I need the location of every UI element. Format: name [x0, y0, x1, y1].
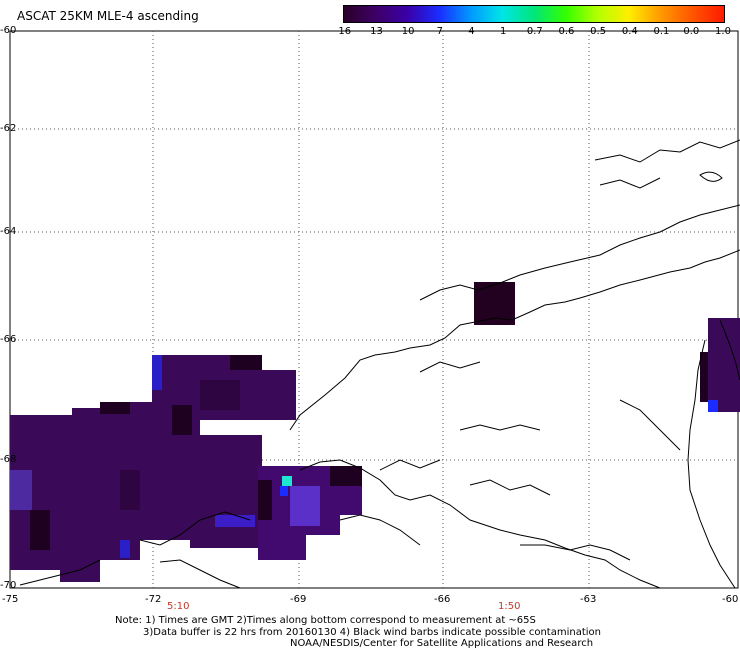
colorbar-gradient: [344, 6, 724, 22]
graticule: [10, 31, 738, 588]
swath-texture: [10, 352, 718, 558]
lon-label: -63: [580, 594, 597, 605]
lat-label: -66: [0, 334, 17, 345]
lat-label: -64: [0, 226, 17, 237]
lon-label: -60: [722, 594, 739, 605]
note-line-2: 3)Data buffer is 22 hrs from 20160130 4)…: [143, 627, 601, 638]
note-line-3: NOAA/NESDIS/Center for Satellite Applica…: [290, 638, 594, 649]
lat-label: -68: [0, 454, 17, 465]
lon-label: -72: [145, 594, 162, 605]
time-label: 5:10: [167, 601, 190, 612]
lon-label: -75: [2, 594, 19, 605]
note-line-1: Note: 1) Times are GMT 2)Times along bot…: [115, 615, 536, 626]
wind-swath: [10, 282, 740, 582]
lon-label: -66: [434, 594, 451, 605]
map-title: ASCAT 25KM MLE-4 ascending: [17, 9, 199, 23]
lon-label: -69: [290, 594, 307, 605]
lat-label: -62: [0, 123, 17, 134]
colorbar: [343, 5, 725, 23]
map-frame: [9, 30, 739, 589]
lat-label: -60: [0, 25, 17, 36]
lat-label: -70: [0, 580, 17, 591]
time-label: 1:50: [498, 601, 521, 612]
coastline: [19, 139, 740, 589]
